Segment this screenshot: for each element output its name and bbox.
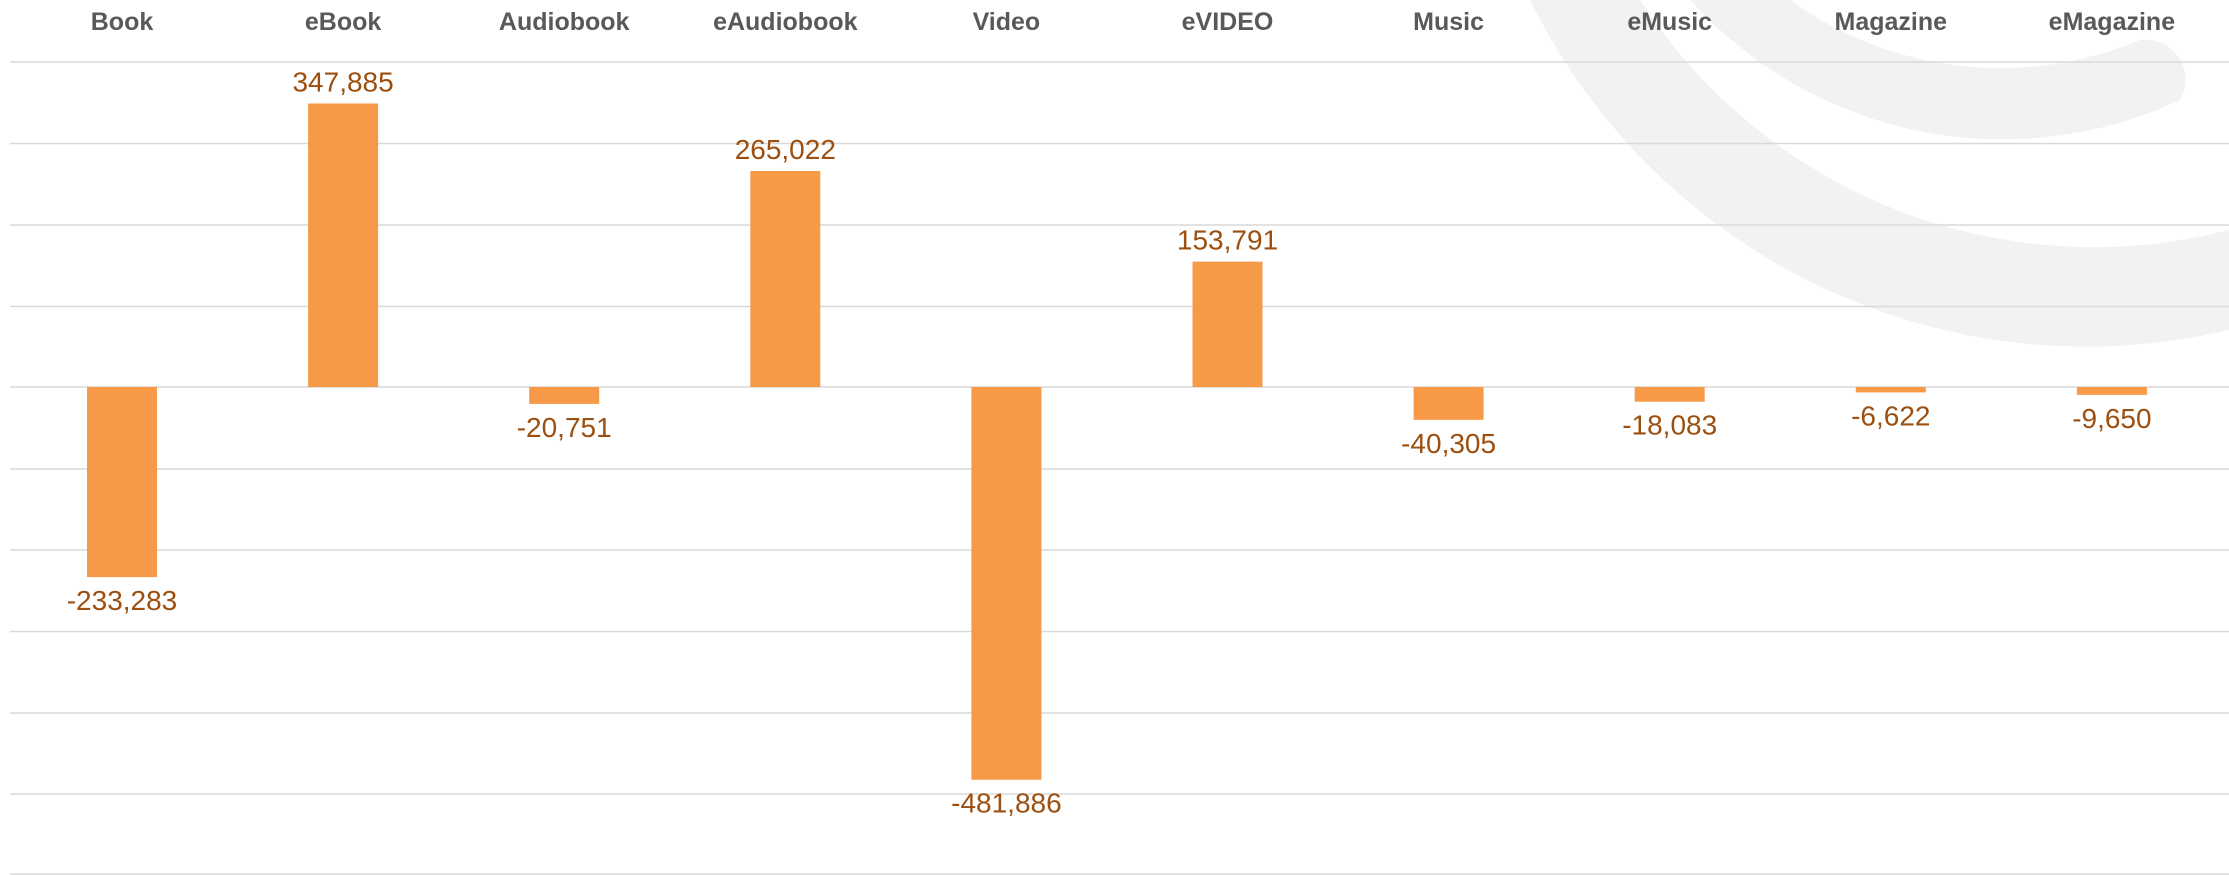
bar-evideo [1192,261,1263,387]
bar-eaudiobook [750,171,821,387]
gridlines [10,61,2229,875]
data-label-evideo: 153,791 [1177,225,1278,256]
category-label-emagazine: eMagazine [2049,8,2176,36]
category-label-book: Book [91,8,154,36]
category-label-music: Music [1413,8,1484,36]
category-label-magazine: Magazine [1835,8,1948,36]
data-label-magazine: -6,622 [1851,400,1930,431]
data-label-emusic: -18,083 [1622,410,1717,441]
bar-book [87,387,157,578]
bars [87,103,2147,780]
bar-emagazine [2076,387,2147,395]
bar-emusic [1634,387,1705,402]
category-label-audiobook: Audiobook [499,8,630,36]
category-label-emusic: eMusic [1627,8,1712,36]
category-label-eaudiobook: eAudiobook [713,8,858,36]
bar-magazine [1855,387,1926,393]
data-label-eaudiobook: 265,022 [735,134,836,165]
category-label-evideo: eVIDEO [1182,8,1274,36]
data-label-video: -481,886 [951,788,1062,819]
data-label-book: -233,283 [67,585,178,616]
background-watermark-arcs [1530,0,2229,347]
data-labels: -233,283 347,885 -20,751 265,022 -481,886 153… [67,66,2152,818]
category-label-ebook: eBook [305,8,382,36]
bar-audiobook [529,387,600,404]
data-label-audiobook: -20,751 [517,412,612,443]
data-label-music: -40,305 [1401,428,1496,459]
bar-music [1413,387,1484,420]
bar-ebook [308,103,379,387]
category-labels: Book eBook Audiobook eAudiobook Video eVIDEO M… [91,8,2175,36]
data-label-ebook: 347,885 [292,66,393,97]
bar-video [971,387,1042,780]
data-label-emagazine: -9,650 [2072,403,2151,434]
category-label-video: Video [973,8,1041,36]
